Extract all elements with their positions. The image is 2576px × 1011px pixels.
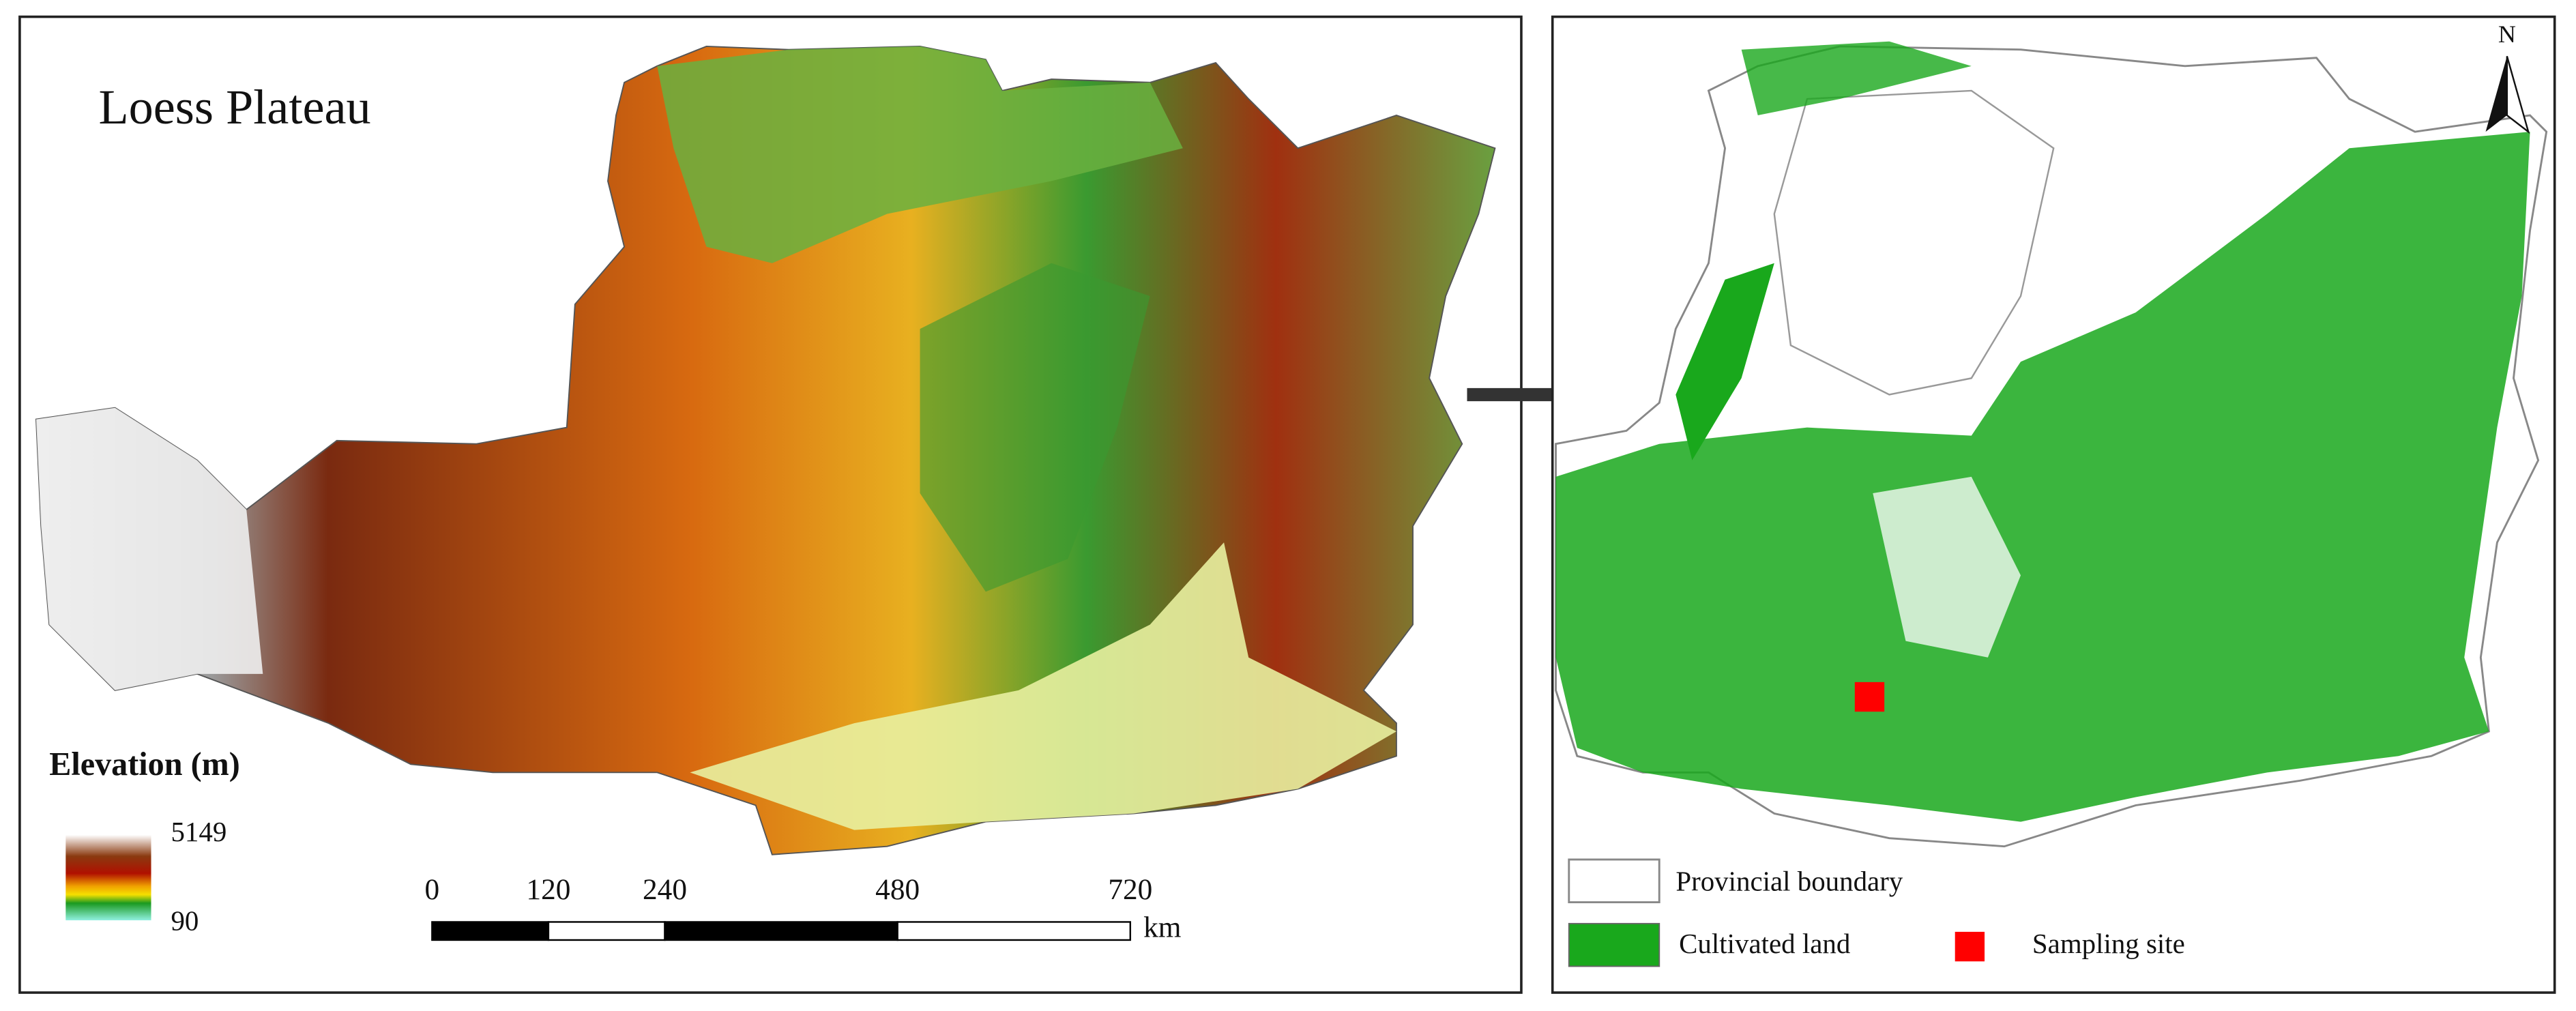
scale-label: 480 (875, 873, 920, 906)
legend-label: Sampling site (2032, 928, 2185, 959)
scale-label: 240 (643, 873, 687, 906)
legend-boundary-swatch (1568, 858, 1660, 904)
legend-title: Elevation (m) (49, 746, 240, 782)
high-terrain (35, 407, 263, 690)
scale-segment (896, 921, 1132, 941)
valley (690, 542, 1396, 830)
inner-boundary (1773, 89, 2055, 396)
north-label: N (2498, 20, 2516, 48)
non-cultivated (1873, 476, 2021, 658)
legend-max: 5149 (171, 817, 226, 847)
legend-cultivated-swatch (1568, 922, 1660, 967)
scale-label: 0 (425, 873, 440, 906)
legend-min: 90 (171, 905, 199, 936)
north-arrow (2506, 56, 2530, 134)
scale-label: 720 (1108, 873, 1152, 906)
legend-label: Cultivated land (1679, 928, 1850, 959)
scale-segment (547, 921, 666, 941)
elevation-ramp (65, 834, 151, 921)
scale-segment (664, 921, 898, 941)
legend-label: Provincial boundary (1675, 866, 1903, 896)
cultivated-patch (1741, 41, 1972, 116)
scale-label: 120 (526, 873, 570, 906)
legend-site-swatch (1955, 931, 1985, 962)
scale-unit: km (1143, 911, 1182, 943)
map-title: Loess Plateau (98, 80, 370, 134)
northern-plain (657, 46, 1183, 263)
river-network (920, 263, 1150, 592)
scale-bar: 0 120 240 480 720 km (425, 873, 1182, 943)
sampling-site (1854, 682, 1885, 712)
cultivated-patch (1675, 263, 1774, 460)
scale-segment (431, 921, 550, 941)
cultivated-land (1555, 132, 2530, 822)
